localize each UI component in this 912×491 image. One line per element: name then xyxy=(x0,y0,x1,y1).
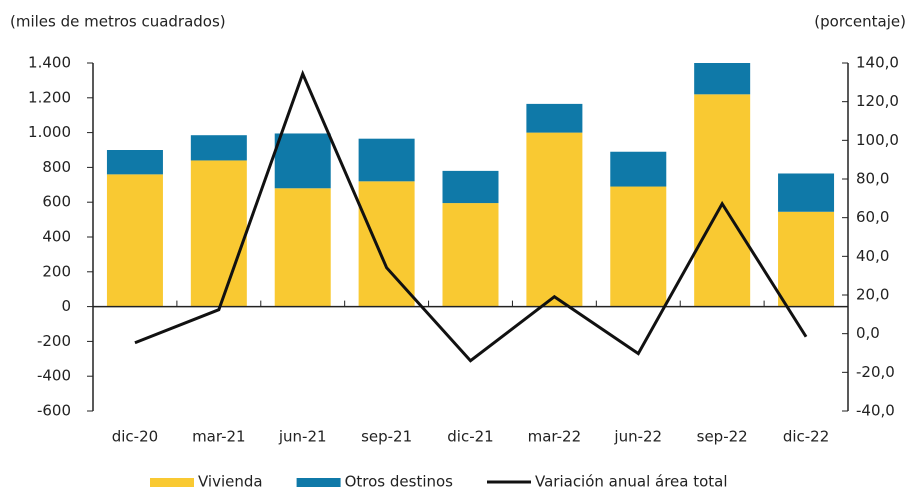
y-tick-label: 400 xyxy=(42,228,71,246)
bar xyxy=(106,150,163,175)
bar xyxy=(442,203,499,307)
bar xyxy=(190,160,247,307)
y2-tick-label: 40,0 xyxy=(856,247,889,265)
legend-label: Variación anual área total xyxy=(535,473,728,491)
y-axis-label: (miles de metros cuadrados) xyxy=(10,13,226,31)
bar xyxy=(694,94,751,307)
legend-label: Otros destinos xyxy=(345,473,454,491)
y2-tick-label: 60,0 xyxy=(856,208,889,226)
x-tick-label: sep-21 xyxy=(361,428,412,446)
bar xyxy=(778,173,835,212)
x-tick-label: mar-21 xyxy=(192,428,246,446)
y2-tick-label: 140,0 xyxy=(856,54,899,72)
bar xyxy=(526,132,583,307)
y2-tick-label: 120,0 xyxy=(856,92,899,110)
x-tick-label: jun-22 xyxy=(613,428,662,446)
y2-tick-label: 0,0 xyxy=(856,324,880,342)
x-tick-label: sep-22 xyxy=(697,428,748,446)
y-tick-label: 0 xyxy=(61,297,71,315)
line xyxy=(134,69,808,363)
y-tick-label: 1.000 xyxy=(28,123,71,141)
legend-swatch xyxy=(296,478,341,487)
bar xyxy=(358,138,415,182)
x-tick-label: dic-21 xyxy=(447,428,493,446)
x-tick-label: dic-20 xyxy=(112,428,158,446)
bar xyxy=(442,170,499,204)
y-tick-label: -400 xyxy=(37,367,71,385)
legend-swatch xyxy=(150,478,194,487)
y2-tick-label: -40,0 xyxy=(856,402,895,420)
y-tick-label: -200 xyxy=(37,332,71,350)
y-tick-label: 200 xyxy=(42,262,71,280)
y-tick-label: 1.200 xyxy=(28,88,71,106)
y2-tick-label: 80,0 xyxy=(856,170,889,188)
bar xyxy=(358,181,415,307)
y2-axis-label: (porcentaje) xyxy=(814,13,906,31)
y2-tick-label: 20,0 xyxy=(856,286,889,304)
bar xyxy=(190,135,247,161)
bar xyxy=(694,63,751,95)
y-tick-label: 800 xyxy=(42,158,71,176)
y-tick-label: 600 xyxy=(42,193,71,211)
bar xyxy=(610,151,667,187)
bar xyxy=(526,103,583,133)
x-tick-label: mar-22 xyxy=(528,428,582,446)
legend-label: Vivienda xyxy=(198,473,263,491)
y-tick-label: -600 xyxy=(37,402,71,420)
bar xyxy=(778,211,835,307)
y2-tick-label: 100,0 xyxy=(856,131,899,149)
bar xyxy=(610,186,667,307)
y2-tick-label: -20,0 xyxy=(856,363,895,381)
y-tick-label: 1.400 xyxy=(28,54,71,72)
bar xyxy=(274,133,331,189)
x-tick-label: dic-22 xyxy=(783,428,829,446)
bar xyxy=(106,174,163,307)
x-tick-label: jun-21 xyxy=(278,428,327,446)
bar xyxy=(274,188,331,307)
